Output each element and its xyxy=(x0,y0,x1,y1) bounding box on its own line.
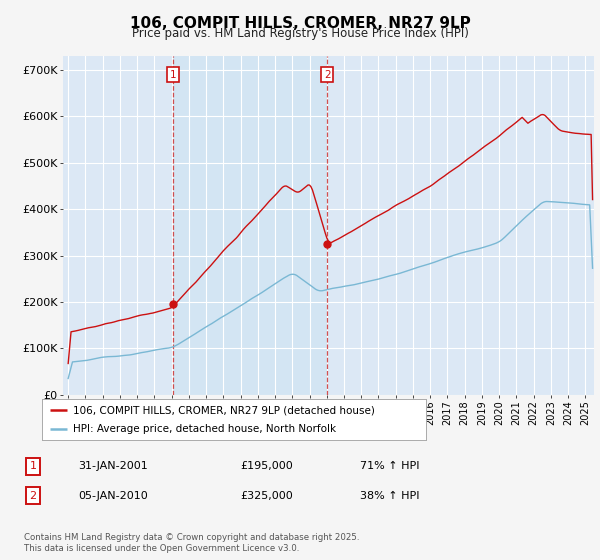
Text: 1: 1 xyxy=(170,69,176,80)
Text: 38% ↑ HPI: 38% ↑ HPI xyxy=(360,491,419,501)
Line: HPI: Average price, detached house, North Norfolk: HPI: Average price, detached house, Nort… xyxy=(68,202,593,379)
HPI: Average price, detached house, North Norfolk: (2.02e+03, 3.02e+05): Average price, detached house, North Nor… xyxy=(452,251,460,258)
106, COMPIT HILLS, CROMER, NR27 9LP (detached house) xyxy=(539,111,546,118)
Text: £325,000: £325,000 xyxy=(240,491,293,501)
Line: 106, COMPIT HILLS, CROMER, NR27 9LP (detached house): 106, COMPIT HILLS, CROMER, NR27 9LP (det… xyxy=(68,115,593,363)
106, COMPIT HILLS, CROMER, NR27 9LP (detached house) xyxy=(589,196,596,203)
Text: HPI: Average price, detached house, North Norfolk: HPI: Average price, detached house, Nort… xyxy=(73,424,336,433)
Text: 71% ↑ HPI: 71% ↑ HPI xyxy=(360,461,419,472)
106, COMPIT HILLS, CROMER, NR27 9LP (detached house) xyxy=(452,165,460,171)
Text: £195,000: £195,000 xyxy=(240,461,293,472)
106, COMPIT HILLS, CROMER, NR27 9LP (detached house) xyxy=(424,184,431,191)
Text: 31-JAN-2001: 31-JAN-2001 xyxy=(78,461,148,472)
Text: 106, COMPIT HILLS, CROMER, NR27 9LP (detached house): 106, COMPIT HILLS, CROMER, NR27 9LP (det… xyxy=(73,405,374,415)
Text: 106, COMPIT HILLS, CROMER, NR27 9LP: 106, COMPIT HILLS, CROMER, NR27 9LP xyxy=(130,16,470,31)
106, COMPIT HILLS, CROMER, NR27 9LP (detached house) xyxy=(65,360,72,367)
HPI: Average price, detached house, North Norfolk: (2e+03, 1.06e+05): Average price, detached house, North Nor… xyxy=(172,342,179,349)
HPI: Average price, detached house, North Norfolk: (2.02e+03, 2.81e+05): Average price, detached house, North Nor… xyxy=(424,261,431,268)
HPI: Average price, detached house, North Norfolk: (2e+03, 9.74e+04): Average price, detached house, North Nor… xyxy=(154,346,161,353)
106, COMPIT HILLS, CROMER, NR27 9LP (detached house) xyxy=(154,309,161,315)
106, COMPIT HILLS, CROMER, NR27 9LP (detached house) xyxy=(347,228,355,235)
Text: Price paid vs. HM Land Registry's House Price Index (HPI): Price paid vs. HM Land Registry's House … xyxy=(131,27,469,40)
106, COMPIT HILLS, CROMER, NR27 9LP (detached house) xyxy=(172,300,179,307)
Text: Contains HM Land Registry data © Crown copyright and database right 2025.
This d: Contains HM Land Registry data © Crown c… xyxy=(24,533,359,553)
Text: 2: 2 xyxy=(29,491,37,501)
HPI: Average price, detached house, North Norfolk: (2e+03, 3.52e+04): Average price, detached house, North Nor… xyxy=(65,375,72,382)
HPI: Average price, detached house, North Norfolk: (2.01e+03, 2.36e+05): Average price, detached house, North Nor… xyxy=(347,282,355,288)
Bar xyxy=(173,56,327,395)
HPI: Average price, detached house, North Norfolk: (2e+03, 8.37e+04): Average price, detached house, North Nor… xyxy=(116,353,124,360)
HPI: Average price, detached house, North Norfolk: (2.03e+03, 2.73e+05): Average price, detached house, North Nor… xyxy=(589,265,596,272)
Text: 05-JAN-2010: 05-JAN-2010 xyxy=(78,491,148,501)
Text: 2: 2 xyxy=(324,69,331,80)
106, COMPIT HILLS, CROMER, NR27 9LP (detached house) xyxy=(116,317,124,324)
Text: 1: 1 xyxy=(29,461,37,472)
HPI: Average price, detached house, North Norfolk: (2.02e+03, 4.16e+05): Average price, detached house, North Nor… xyxy=(543,198,550,205)
